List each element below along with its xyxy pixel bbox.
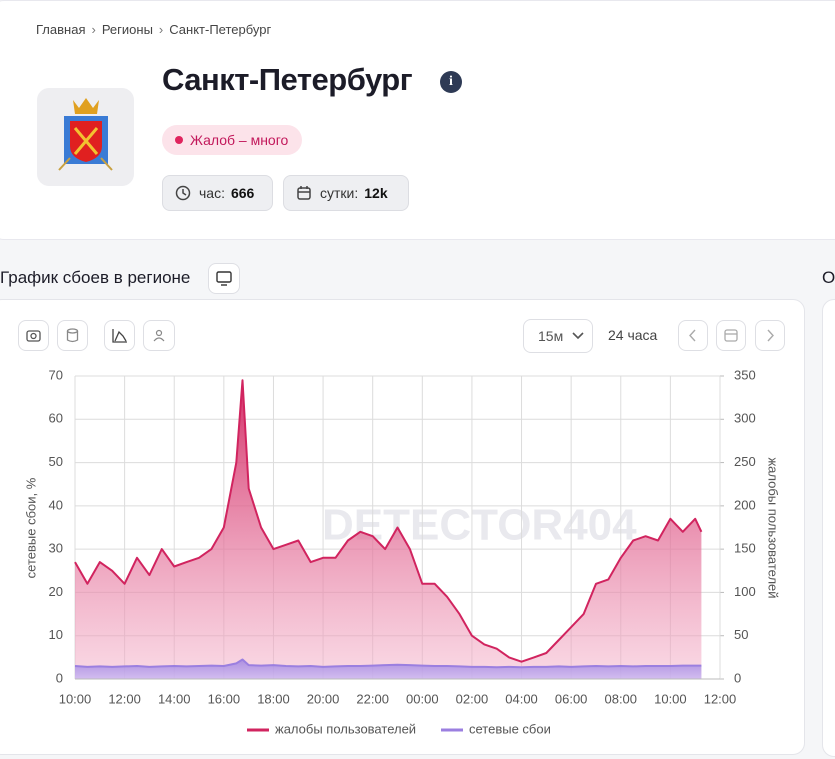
x-tick-label: 10:00 (59, 691, 92, 706)
crumb[interactable]: Главная (36, 22, 86, 37)
y-tick-label: 70 (49, 367, 63, 382)
x-tick-label: 06:00 (555, 691, 588, 706)
series-line (74, 379, 703, 663)
stat-label: час: (199, 185, 225, 201)
side-section-title: О (822, 268, 835, 287)
section-title: График сбоев в регионе (0, 268, 191, 287)
x-tick-label: 12:00 (704, 691, 737, 706)
y-tick-label: 0 (56, 670, 63, 685)
y2-tick-label: 200 (734, 497, 756, 512)
y-tick-label: 60 (49, 411, 63, 426)
y-tick-label: 10 (49, 627, 63, 642)
data-button[interactable] (57, 320, 88, 351)
y2-tick-label: 150 (734, 541, 756, 556)
area-fill (75, 659, 702, 679)
next-button[interactable] (755, 320, 785, 351)
area-fill (75, 380, 702, 679)
crumb: Санкт-Петербург (169, 22, 272, 37)
breadcrumbs: Главная › Регионы › Санкт-Петербург (36, 22, 272, 37)
chart-type-button[interactable] (104, 320, 135, 351)
y2-axis-label: жалобы пользователей (766, 457, 781, 598)
stat-value: 12k (364, 185, 388, 201)
y2-tick-label: 50 (734, 627, 748, 642)
x-tick-label: 08:00 (604, 691, 637, 706)
region-title: Санкт-Петербург (162, 62, 413, 97)
stat-hour: час: 666 (162, 175, 273, 211)
display-button[interactable] (208, 263, 240, 294)
series-line (74, 658, 702, 669)
x-tick-label: 10:00 (654, 691, 687, 706)
stat-label: сутки: (320, 185, 359, 201)
y-tick-label: 40 (49, 497, 63, 512)
user-button[interactable] (143, 320, 175, 351)
screenshot-button[interactable] (18, 320, 49, 351)
x-tick-label: 18:00 (257, 691, 290, 706)
stat-value: 666 (230, 185, 255, 201)
x-tick-label: 04:00 (505, 691, 538, 706)
x-tick-label: 16:00 (208, 691, 241, 706)
calendar-button[interactable] (716, 320, 746, 351)
interval-value: 15м (538, 328, 564, 344)
y2-tick-label: 100 (734, 584, 756, 599)
status-badge: Жалоб – много (162, 125, 303, 155)
x-tick-label: 22:00 (356, 691, 389, 706)
interval-select[interactable]: 15м (523, 319, 593, 353)
legend-label: жалобы пользователей (275, 721, 416, 736)
info-button[interactable]: i (440, 71, 462, 93)
prev-button[interactable] (678, 320, 708, 351)
x-tick-label: 02:00 (456, 691, 489, 706)
y-tick-label: 50 (49, 454, 63, 469)
stat-day: сутки: 12k (283, 175, 409, 211)
y2-tick-label: 0 (734, 670, 741, 685)
y-axis-label: сетевые сбои, % (23, 477, 38, 578)
legend-label: сетевые сбои (469, 721, 551, 736)
y2-tick-label: 350 (734, 367, 756, 382)
x-tick-label: 12:00 (108, 691, 141, 706)
coat-of-arms (37, 88, 134, 186)
region-card (0, 0, 835, 240)
range-label[interactable]: 24 часа (608, 327, 658, 343)
y-tick-label: 20 (49, 584, 63, 599)
x-tick-label: 14:00 (158, 691, 191, 706)
x-tick-label: 00:00 (406, 691, 439, 706)
crumb[interactable]: Регионы (101, 22, 153, 37)
y2-tick-label: 300 (734, 411, 756, 426)
y-tick-label: 30 (49, 541, 63, 556)
y2-tick-label: 250 (734, 454, 756, 469)
x-tick-label: 20:00 (307, 691, 340, 706)
